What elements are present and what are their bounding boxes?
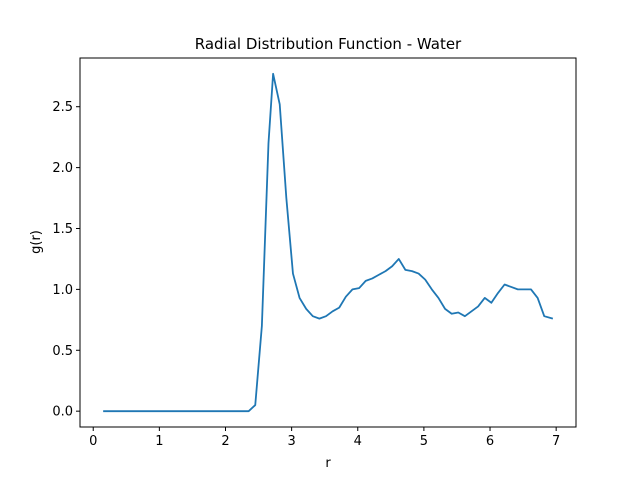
y-axis: 0.0 0.5 1.0 1.5 2.0 2.5 bbox=[52, 100, 80, 420]
x-tick-label: 4 bbox=[354, 434, 362, 449]
x-tick-label: 6 bbox=[486, 434, 494, 449]
x-axis: 0 1 2 3 4 5 6 7 bbox=[89, 427, 560, 449]
y-tick-label: 1.0 bbox=[52, 283, 73, 298]
x-tick-label: 1 bbox=[155, 434, 163, 449]
x-tick-label: 3 bbox=[287, 434, 295, 449]
chart-title: Radial Distribution Function - Water bbox=[195, 35, 462, 53]
axes-frame bbox=[79, 57, 577, 428]
y-tick-label: 1.5 bbox=[52, 222, 73, 237]
x-axis-label: r bbox=[325, 456, 331, 471]
x-tick-label: 5 bbox=[420, 434, 428, 449]
plot-area bbox=[103, 72, 554, 413]
y-tick-label: 2.0 bbox=[52, 161, 73, 176]
x-tick-label: 7 bbox=[552, 434, 560, 449]
y-tick-label: 2.5 bbox=[52, 100, 73, 115]
x-tick-label: 0 bbox=[89, 434, 97, 449]
data-points bbox=[103, 73, 553, 412]
y-axis-label: g(r) bbox=[29, 230, 44, 254]
y-tick-label: 0.0 bbox=[52, 405, 73, 420]
y-tick-label: 0.5 bbox=[52, 344, 73, 359]
x-tick-label: 2 bbox=[221, 434, 229, 449]
